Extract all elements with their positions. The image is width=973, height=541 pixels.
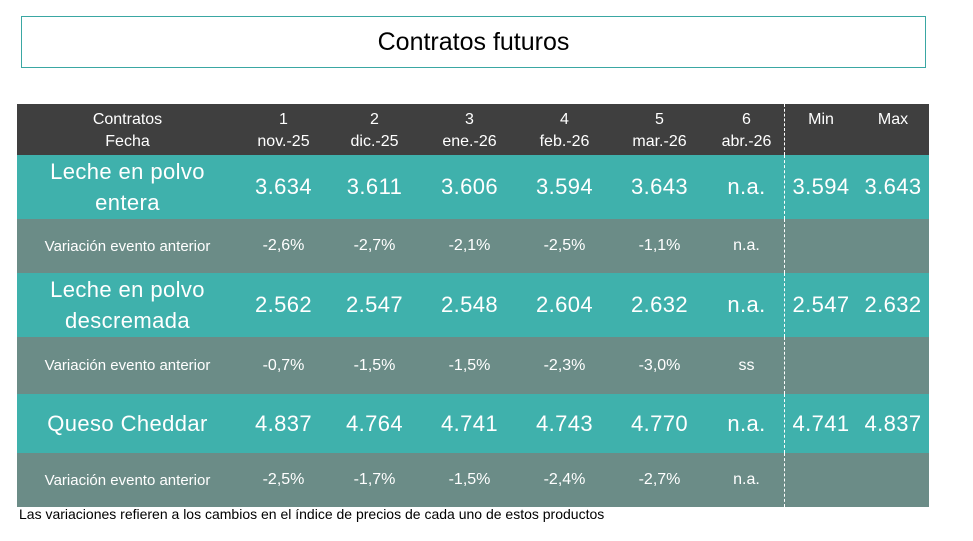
- variation-label: Variación evento anterior: [44, 357, 211, 374]
- header-max-label: Max: [877, 111, 909, 128]
- header-col-date: dic.-25: [350, 133, 399, 150]
- table-row-variation: Variación evento anterior -2,6% -2,7% -2…: [17, 219, 929, 273]
- variation-cell: -1,5%: [448, 471, 491, 488]
- empty-cell: [785, 219, 857, 273]
- value-cell: 2.548: [440, 292, 499, 317]
- value-cell: 4.741: [440, 410, 499, 436]
- variation-cell: ss: [709, 337, 785, 394]
- header-col-1: 1 nov.-25: [238, 104, 329, 155]
- empty-cell: [785, 453, 857, 507]
- value-cell: 4.837: [254, 410, 313, 436]
- variation-label: Variación evento anterior: [44, 237, 211, 255]
- header-max: Max: [857, 104, 929, 155]
- value-cell: 3.594: [535, 174, 594, 199]
- header-col-date: nov.-25: [257, 133, 310, 150]
- value-cell: 3.606: [440, 174, 499, 199]
- variation-cell: -1,7%: [353, 471, 396, 488]
- variation-cell: -2,7%: [638, 471, 681, 488]
- header-label-cell: Contratos Fecha: [17, 104, 238, 155]
- header-col-num: 5: [655, 111, 664, 128]
- min-cell: 3.594: [792, 174, 850, 199]
- product-name: Leche en polvo entera: [50, 159, 205, 215]
- empty-cell: [857, 337, 929, 394]
- value-cell: 3.643: [630, 174, 689, 199]
- variation-cell: -1,1%: [638, 237, 681, 254]
- variation-cell: -1,5%: [353, 356, 396, 374]
- value-cell: 2.562: [254, 292, 313, 317]
- variation-cell: -2,3%: [543, 356, 586, 374]
- variation-cell: n.a.: [709, 453, 785, 507]
- min-cell: 4.741: [792, 410, 850, 436]
- variation-cell: -2,6%: [262, 237, 305, 254]
- value-cell: 3.634: [254, 174, 313, 199]
- header-col-num: 2: [370, 111, 379, 128]
- variation-cell: -2,5%: [262, 471, 305, 488]
- header-col-num: 1: [279, 111, 288, 128]
- value-cell: 4.770: [630, 410, 689, 436]
- value-cell: 4.764: [345, 410, 404, 436]
- header-col-num: 4: [560, 111, 569, 128]
- header-min: Min: [785, 104, 857, 155]
- variation-label: Variación evento anterior: [44, 471, 211, 489]
- variation-cell: -2,5%: [543, 237, 586, 254]
- header-col-date: abr.-26: [721, 133, 772, 150]
- header-col-num: 3: [465, 111, 474, 128]
- header-col-num: 6: [742, 111, 751, 128]
- max-cell: 4.837: [864, 410, 922, 436]
- header-date-label: Fecha: [105, 133, 150, 150]
- page-title: Contratos futuros: [21, 16, 926, 68]
- header-contracts-label: Contratos: [92, 111, 163, 128]
- table-row-product: Queso Cheddar 4.837 4.764 4.741 4.743 4.…: [17, 394, 929, 453]
- variation-cell: -2,4%: [543, 471, 586, 488]
- max-cell: 2.632: [864, 292, 922, 317]
- value-cell: 2.604: [535, 292, 594, 317]
- footnote: Las variaciones refieren a los cambios e…: [19, 506, 605, 522]
- value-cell: n.a.: [709, 273, 785, 337]
- header-col-date: ene.-26: [442, 133, 497, 150]
- variation-cell: -2,1%: [448, 237, 491, 254]
- variation-cell: -1,5%: [448, 356, 491, 374]
- header-col-date: feb.-26: [539, 133, 590, 150]
- value-cell: 2.547: [345, 292, 404, 317]
- product-name: Leche en polvo descremada: [50, 277, 205, 333]
- empty-cell: [857, 219, 929, 273]
- value-cell: n.a.: [709, 394, 785, 453]
- header-col-3: 3 ene.-26: [420, 104, 519, 155]
- max-cell: 3.643: [864, 174, 922, 199]
- variation-cell: -0,7%: [262, 356, 305, 374]
- variation-cell: n.a.: [709, 219, 785, 273]
- header-col-2: 2 dic.-25: [329, 104, 420, 155]
- value-cell: 2.632: [630, 292, 689, 317]
- empty-cell: [857, 453, 929, 507]
- value-cell: n.a.: [709, 155, 785, 219]
- variation-cell: -2,7%: [353, 237, 396, 254]
- table-row-variation: Variación evento anterior -2,5% -1,7% -1…: [17, 453, 929, 507]
- table-header-row: Contratos Fecha 1 nov.-25 2 dic.-25 3 en…: [17, 104, 929, 155]
- header-col-4: 4 feb.-26: [519, 104, 610, 155]
- page-title-text: Contratos futuros: [377, 27, 570, 56]
- value-cell: 3.611: [346, 174, 403, 199]
- header-col-6: 6 abr.-26: [709, 104, 785, 155]
- table-row-variation: Variación evento anterior -0,7% -1,5% -1…: [17, 337, 929, 394]
- product-name: Queso Cheddar: [47, 411, 208, 436]
- min-cell: 2.547: [792, 292, 850, 317]
- table-row-product: Leche en polvo entera 3.634 3.611 3.606 …: [17, 155, 929, 219]
- value-cell: 4.743: [535, 410, 594, 436]
- header-min-label: Min: [808, 111, 834, 128]
- header-col-date: mar.-26: [632, 133, 687, 150]
- variation-cell: -3,0%: [638, 356, 681, 374]
- futures-table: Contratos Fecha 1 nov.-25 2 dic.-25 3 en…: [17, 104, 929, 507]
- table-row-product: Leche en polvo descremada 2.562 2.547 2.…: [17, 273, 929, 337]
- empty-cell: [785, 337, 857, 394]
- header-col-5: 5 mar.-26: [610, 104, 709, 155]
